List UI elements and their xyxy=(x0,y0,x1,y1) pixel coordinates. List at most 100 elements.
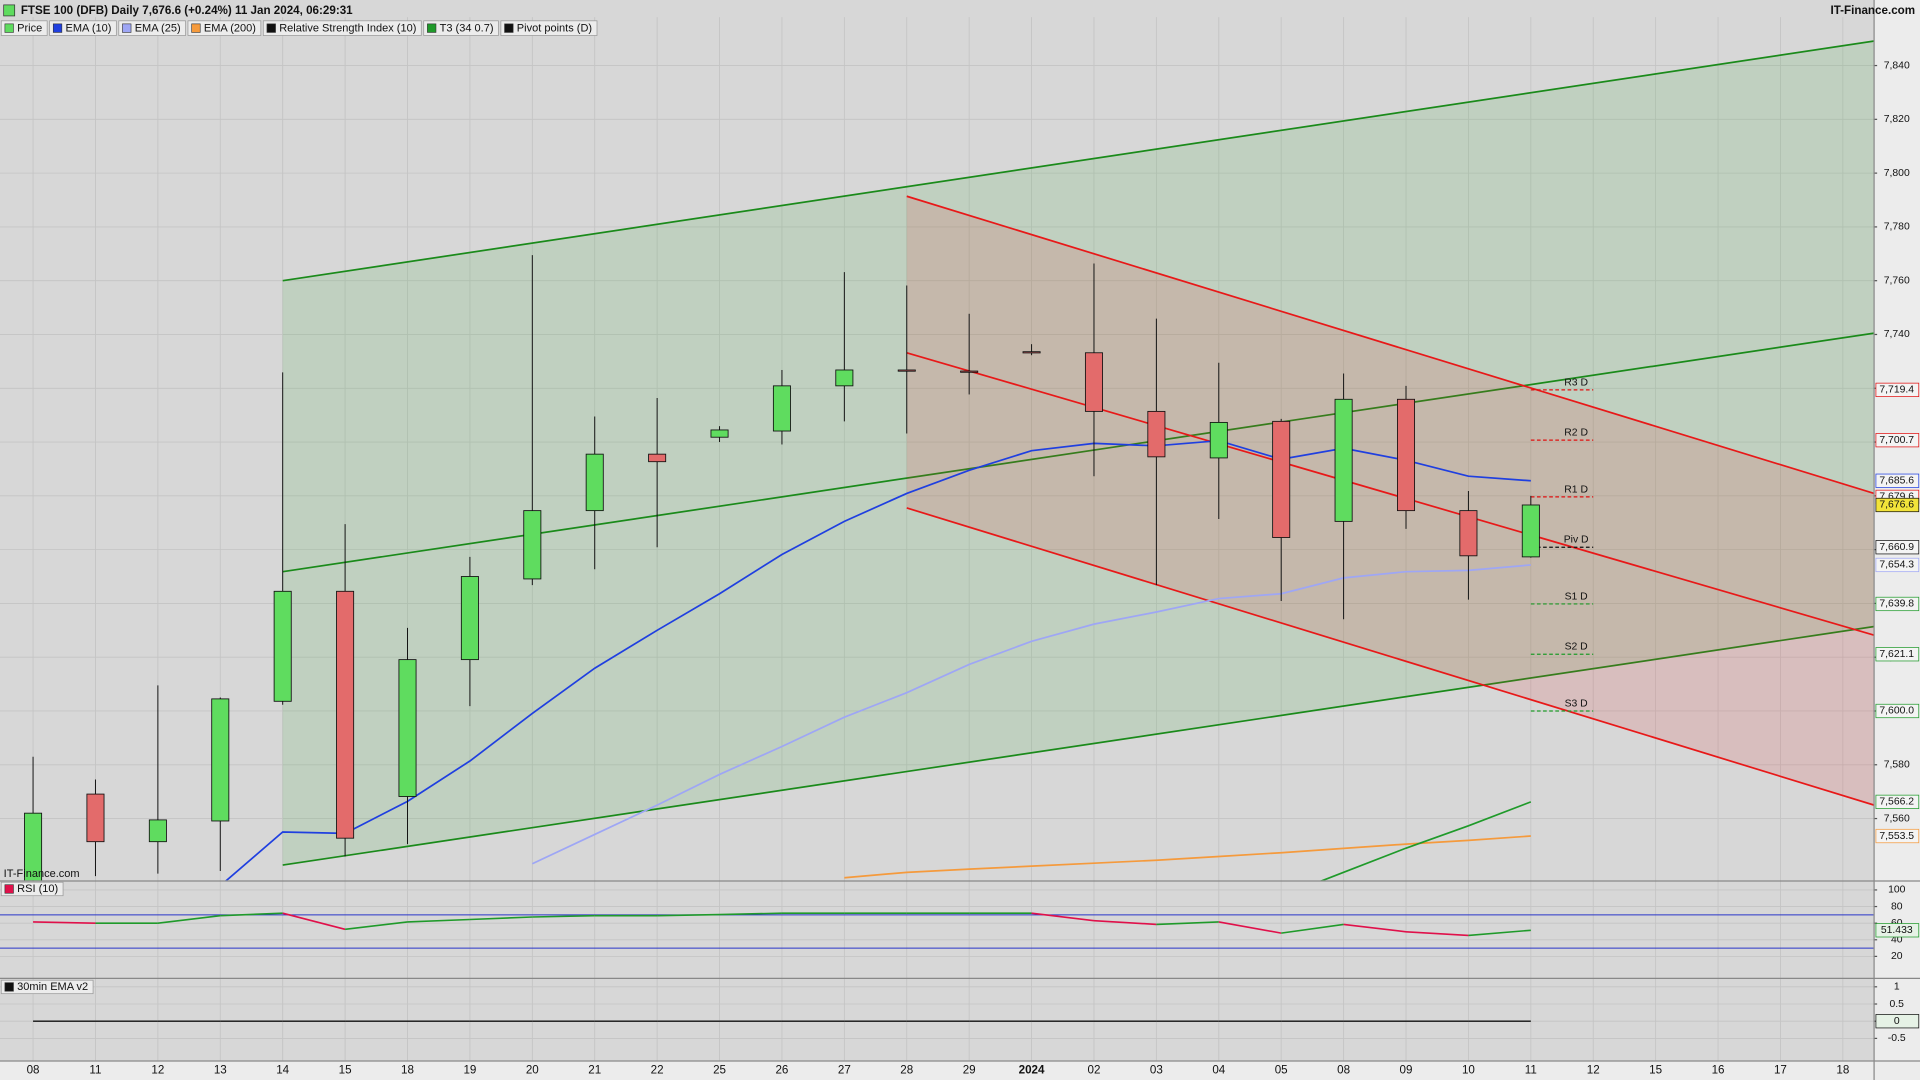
axis-value-tag xyxy=(1875,497,1920,513)
y-tick-label: 7,780 xyxy=(1884,222,1910,233)
candle-body xyxy=(211,698,230,822)
indicator-segment xyxy=(1031,912,1095,922)
y-tick-label: 100 xyxy=(1888,885,1906,896)
axis-value-label: 7,700.7 xyxy=(1879,435,1914,446)
indicator-segment xyxy=(1093,919,1157,926)
watermark: IT-Finance.com xyxy=(4,868,80,880)
indicator-segment xyxy=(1156,921,1219,926)
indicator-segment xyxy=(1405,931,1469,937)
axis-value-tag xyxy=(1875,433,1920,448)
legend-swatch xyxy=(4,23,14,33)
candle-body xyxy=(86,793,105,843)
pivot-label: R3 D xyxy=(1564,377,1588,388)
panel-title-icon xyxy=(4,884,14,894)
axis-value-label: 7,639.8 xyxy=(1879,599,1914,610)
pivot-label: R1 D xyxy=(1564,484,1588,495)
channel-line xyxy=(906,195,1874,495)
y-tick-label: 40 xyxy=(1891,935,1903,946)
x-tick-label: 18 xyxy=(401,1063,414,1076)
x-tick-label: 16 xyxy=(1712,1063,1725,1076)
axis-value-tag xyxy=(1875,1014,1920,1029)
legend-swatch xyxy=(266,23,276,33)
indicator-line xyxy=(844,835,1531,879)
axis-value-tag xyxy=(1875,596,1920,612)
x-tick-label: 15 xyxy=(339,1063,352,1076)
x-tick-label: 28 xyxy=(900,1063,913,1076)
x-tick-label: 09 xyxy=(1400,1063,1413,1076)
legend-item-box xyxy=(187,20,262,36)
indicator-line xyxy=(1320,801,1532,881)
legend-label: EMA (25) xyxy=(135,23,181,35)
indicator-segment xyxy=(532,914,595,918)
axis-value-label: 7,566.2 xyxy=(1879,797,1914,808)
candle-body xyxy=(960,370,979,373)
indicator-line xyxy=(225,439,1531,881)
panel-title: 30min EMA v2 xyxy=(17,981,88,993)
x-tick-label: 05 xyxy=(1275,1063,1288,1076)
legend-swatch xyxy=(427,23,437,33)
indicator-segment xyxy=(1343,923,1407,933)
channel-line xyxy=(282,625,1874,866)
panel-title-box xyxy=(0,979,94,995)
legend-label: EMA (10) xyxy=(66,23,112,35)
legend-item-box xyxy=(49,20,117,36)
axis-value-tag xyxy=(1875,647,1920,662)
legend-item-box xyxy=(118,20,186,36)
axis-value-label: 7,600.0 xyxy=(1879,706,1914,717)
x-tick-label: 13 xyxy=(214,1063,227,1076)
candle-body xyxy=(585,453,604,512)
chart-title: FTSE 100 (DFB) Daily 7,676.6 (+0.24%) 11… xyxy=(21,4,353,17)
y-tick-label: 7,740 xyxy=(1884,329,1910,340)
x-tick-label: 12 xyxy=(151,1063,164,1076)
x-tick-label: 25 xyxy=(713,1063,726,1076)
axis-value-tag xyxy=(1875,557,1920,573)
candle-body xyxy=(1459,510,1478,557)
axis-value-tag xyxy=(1875,703,1920,719)
axis-value-label: 7,679.6 xyxy=(1879,492,1914,503)
legend-label: T3 (34 0.7) xyxy=(440,23,494,35)
axis-value-label: 7,553.5 xyxy=(1879,831,1914,842)
indicator-segment xyxy=(407,918,470,923)
y-tick-label: 1 xyxy=(1894,982,1900,993)
legend-swatch xyxy=(504,23,514,33)
candle-body xyxy=(1334,398,1353,522)
y-tick-label: 0.5 xyxy=(1890,999,1905,1010)
axis-area xyxy=(1873,0,1920,1080)
candle-body xyxy=(648,453,667,463)
axis-value-tag xyxy=(1875,923,1920,938)
indicator-segment xyxy=(345,921,408,931)
candle-body xyxy=(710,429,729,438)
pivot-label: S1 D xyxy=(1565,591,1588,602)
axis-value-label: 7,621.1 xyxy=(1879,649,1914,660)
indicator-segment xyxy=(719,912,782,916)
source: IT-Finance.com xyxy=(1830,4,1915,17)
x-tick-label: 02 xyxy=(1088,1063,1101,1076)
candle-body xyxy=(336,590,355,839)
axis-value-label: 7,676.6 xyxy=(1879,500,1914,511)
candle-body xyxy=(1272,420,1291,538)
y-tick-label: 80 xyxy=(1891,901,1903,912)
legend-swatch xyxy=(191,23,201,33)
axis-value-label: 7,719.4 xyxy=(1879,385,1914,396)
x-tick-label: 22 xyxy=(651,1063,664,1076)
candle-body xyxy=(897,369,916,372)
legend-swatch xyxy=(52,23,63,33)
indicator-segment xyxy=(157,914,221,924)
x-tick-label: 21 xyxy=(588,1063,601,1076)
x-tick-label: 15 xyxy=(1649,1063,1662,1076)
candle-body xyxy=(148,819,167,843)
y-tick-label: -0.5 xyxy=(1888,1033,1906,1044)
x-tick-label: 10 xyxy=(1462,1063,1475,1076)
x-tick-label: 04 xyxy=(1212,1063,1225,1076)
axis-value-tag xyxy=(1875,794,1920,809)
indicator-segment xyxy=(469,916,533,921)
candle-body xyxy=(398,659,417,797)
x-tick-label: 11 xyxy=(89,1063,101,1076)
x-tick-label: 14 xyxy=(276,1063,289,1076)
x-tick-label: 03 xyxy=(1150,1063,1163,1076)
axis-value-label: 7,660.9 xyxy=(1879,542,1914,553)
candle-body xyxy=(1521,504,1540,558)
x-tick-label: 27 xyxy=(838,1063,851,1076)
